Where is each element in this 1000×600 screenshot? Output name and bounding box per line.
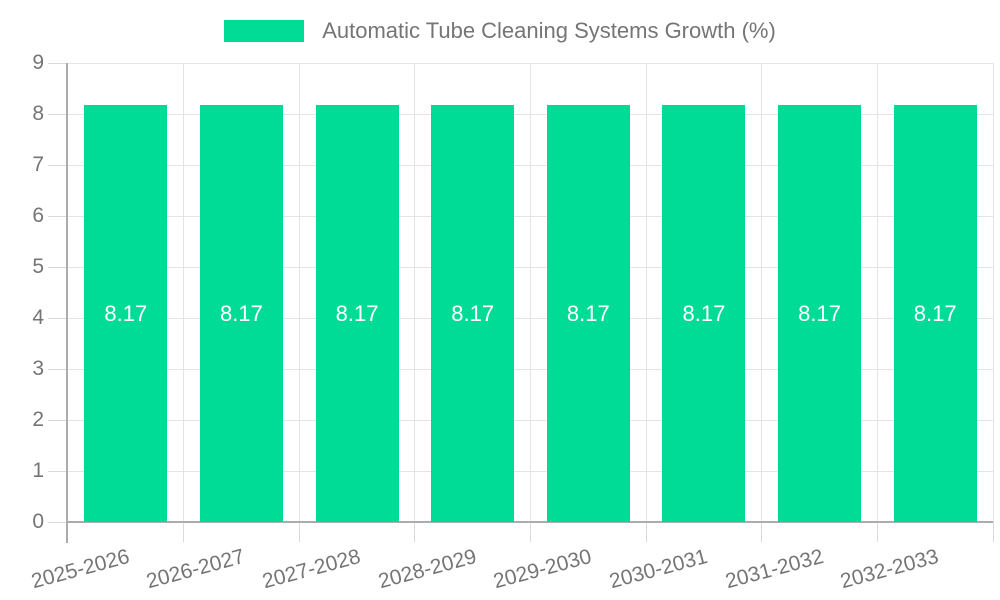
- x-tick: [298, 522, 300, 542]
- x-gridline: [761, 63, 763, 522]
- x-tick: [183, 522, 185, 542]
- bar-value-label: 8.17: [104, 300, 148, 326]
- x-gridline: [876, 63, 878, 522]
- y-tick: [48, 266, 68, 268]
- y-tick: [48, 521, 68, 523]
- y-tick: [48, 164, 68, 166]
- bar-value-label: 8.17: [335, 300, 379, 326]
- y-axis-line: [66, 63, 68, 543]
- y-tick-label: 9: [32, 51, 44, 74]
- y-tick: [48, 215, 68, 217]
- x-gridline: [414, 63, 416, 522]
- y-tick-label: 2: [32, 408, 44, 431]
- bar: [778, 105, 862, 522]
- y-tick: [48, 317, 68, 319]
- bar-value-label: 8.17: [798, 300, 841, 326]
- y-tick-label: 4: [32, 306, 44, 329]
- x-tick: [761, 522, 763, 542]
- x-gridline: [530, 63, 531, 522]
- bar-value-label: 8.17: [913, 300, 957, 326]
- bar: [431, 105, 515, 522]
- y-tick-label: 8: [32, 102, 44, 125]
- x-axis-line: [66, 521, 993, 523]
- bar: [662, 105, 746, 522]
- x-tick: [992, 522, 994, 542]
- y-tick-label: 0: [32, 510, 44, 533]
- y-tick: [48, 62, 68, 64]
- bar-value-label: 8.17: [220, 300, 263, 326]
- x-gridline: [645, 63, 647, 522]
- x-tick: [876, 522, 878, 542]
- y-tick-label: 1: [32, 459, 44, 482]
- y-tick: [48, 368, 68, 370]
- x-tick: [414, 522, 416, 542]
- x-gridline: [992, 63, 994, 522]
- y-tick: [48, 419, 68, 421]
- bar-value-label: 8.17: [682, 300, 726, 326]
- y-tick-label: 5: [32, 255, 44, 278]
- legend-swatch: [224, 20, 305, 42]
- x-tick: [645, 522, 647, 542]
- y-tick: [48, 113, 68, 115]
- bar: [893, 105, 977, 522]
- legend-label: Automatic Tube Cleaning Systems Growth (…: [322, 18, 776, 43]
- bar: [315, 105, 399, 522]
- y-tick: [48, 470, 68, 472]
- bar: [199, 105, 283, 522]
- x-tick: [530, 522, 531, 542]
- bar: [84, 105, 168, 522]
- bar-value-label: 8.17: [451, 300, 495, 326]
- bar: [546, 105, 630, 522]
- bar-value-label: 8.17: [566, 300, 610, 326]
- x-gridline: [298, 63, 300, 522]
- y-tick-label: 7: [32, 153, 44, 176]
- y-tick-label: 6: [32, 204, 44, 227]
- x-gridline: [183, 63, 185, 522]
- chart-legend-item[interactable]: Automatic Tube Cleaning Systems Growth (…: [0, 17, 1000, 45]
- y-tick-label: 3: [32, 357, 44, 380]
